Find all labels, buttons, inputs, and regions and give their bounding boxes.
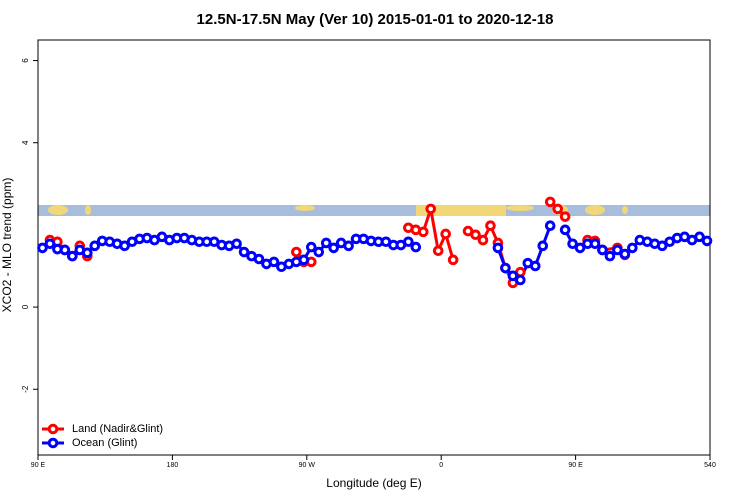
data-point: [37, 242, 48, 254]
data-point: [67, 250, 78, 262]
x-tick-label: 90 E: [31, 462, 46, 469]
data-point: [619, 248, 631, 260]
data-point: [313, 246, 325, 258]
legend-label: Land (Nadir&Glint): [72, 423, 163, 435]
data-point: [559, 211, 571, 222]
data-point: [544, 196, 556, 208]
data-point: [537, 240, 549, 252]
data-point: [403, 236, 414, 248]
legend-marker: [47, 437, 59, 449]
data-point: [432, 245, 444, 257]
data-point: [492, 242, 504, 254]
map-strip: [38, 205, 710, 216]
data-point: [447, 254, 459, 266]
data-point: [328, 242, 339, 254]
data-point: [343, 240, 354, 252]
data-point: [515, 274, 526, 286]
data-point: [485, 220, 496, 232]
data-point: [552, 203, 563, 215]
data-point: [701, 235, 713, 247]
data-point: [417, 226, 429, 238]
x-tick-label: 90 E: [568, 462, 583, 469]
data-point: [231, 238, 242, 250]
x-tick-label: 0: [439, 462, 443, 469]
data-point: [59, 244, 71, 256]
data-point: [604, 250, 616, 262]
data-point: [627, 242, 638, 254]
data-point: [291, 246, 302, 258]
data-point: [529, 260, 541, 272]
legend-label: Ocean (Glint): [72, 437, 137, 449]
data-point: [470, 229, 481, 241]
y-tick-label: 4: [21, 140, 30, 145]
data-point: [238, 246, 250, 258]
x-axis-label: Longitude (deg E): [326, 476, 421, 490]
data-point: [305, 241, 317, 253]
data-point: [268, 256, 280, 268]
plot-frame: [37, 39, 711, 456]
data-point: [298, 254, 310, 266]
data-point: [507, 270, 519, 282]
data-point: [410, 241, 422, 253]
data-point: [253, 253, 265, 265]
data-point: [477, 234, 489, 246]
legend-marker: [47, 423, 59, 435]
data-point: [81, 247, 93, 259]
data-point: [44, 238, 56, 250]
data-point: [440, 228, 451, 240]
y-axis-label: XCO2 - MLO trend (ppm): [0, 178, 14, 313]
data-point: [320, 237, 332, 249]
data-point: [597, 244, 608, 256]
y-tick-label: -2: [21, 385, 30, 393]
chart-title: 12.5N-17.5N May (Ver 10) 2015-01-01 to 2…: [197, 11, 554, 28]
data-point: [567, 238, 578, 250]
data-point: [544, 220, 556, 232]
data-point: [425, 203, 437, 215]
data-point: [500, 262, 511, 274]
data-point: [612, 244, 623, 256]
data-point: [656, 240, 668, 252]
x-tick-label: 540: [704, 462, 716, 469]
data-point: [559, 224, 571, 236]
x-tick-label: 180: [167, 462, 179, 469]
x-tick-label: 90 W: [299, 462, 316, 469]
data-point: [589, 238, 601, 250]
data-point: [89, 240, 101, 252]
data-point: [119, 240, 130, 252]
y-tick-label: 0: [21, 304, 30, 309]
data-point: [574, 242, 586, 254]
y-tick-label: 6: [21, 58, 30, 63]
data-point: [694, 231, 705, 243]
